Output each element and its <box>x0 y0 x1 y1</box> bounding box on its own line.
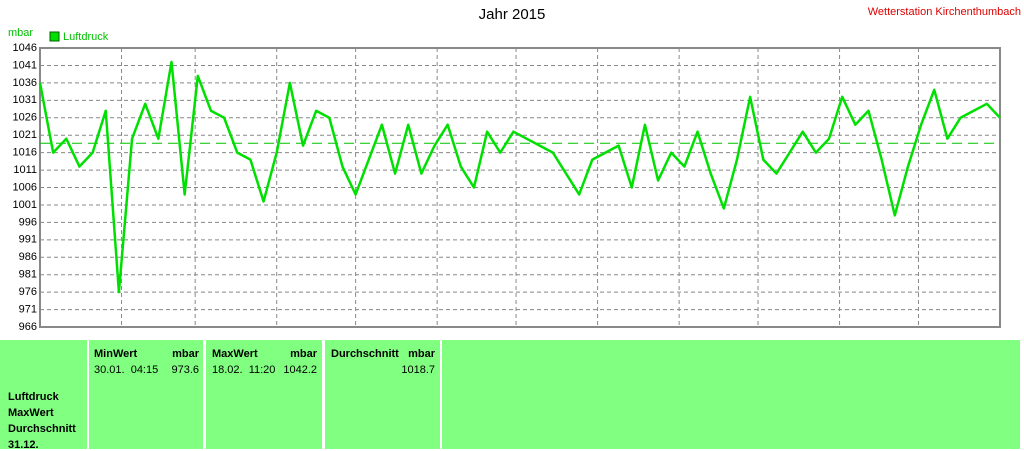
mean-column: Durchschnitt mbar 1018.7 <box>325 340 440 449</box>
y-tick-label: 1016 <box>13 147 37 159</box>
column-header: MinWert <box>94 348 138 360</box>
legend-swatch <box>49 31 60 42</box>
min-time: 30.01. 04:15 <box>94 364 159 376</box>
max-column: MaxWert mbar 18.02. 11:20 1042.2 <box>206 340 322 449</box>
column-unit: mbar <box>408 348 435 360</box>
chart: Jahr 2015 Wetterstation Kirchenthumbach … <box>8 6 1021 333</box>
column-unit: mbar <box>172 348 199 360</box>
max-time: 18.02. 11:20 <box>212 364 276 376</box>
min-column: MinWert mbar 30.01. 04:15 973.6 <box>89 340 203 449</box>
y-tick-label: 971 <box>19 303 37 315</box>
y-tick-label: 1011 <box>13 164 37 176</box>
y-tick-label: 1006 <box>13 181 37 193</box>
summary-panel: Luftdruck MaxWert Durchschnitt 31.12. Mi… <box>0 340 1020 451</box>
y-tick-label: 991 <box>19 234 37 246</box>
max-value: 1042.2 <box>283 364 317 376</box>
min-value: 973.6 <box>171 364 199 376</box>
y-axis-label: mbar <box>8 27 33 39</box>
row-label: Luftdruck <box>8 391 59 403</box>
mean-value: 1018.7 <box>401 364 435 376</box>
y-tick-label: 1031 <box>13 94 37 106</box>
y-tick-label: 966 <box>19 321 37 333</box>
y-tick-label: 1021 <box>13 129 37 141</box>
row-label-column: Luftdruck MaxWert Durchschnitt 31.12. <box>0 340 87 451</box>
y-tick-label: 996 <box>19 216 37 228</box>
column-unit: mbar <box>290 348 317 360</box>
y-tick-label: 981 <box>19 269 37 281</box>
data-line <box>38 60 1001 294</box>
y-tick-label: 1046 <box>13 42 37 54</box>
legend-label: Luftdruck <box>63 31 109 43</box>
station-name: Wetterstation Kirchenthumbach <box>868 6 1021 18</box>
y-tick-label: 1041 <box>13 59 37 71</box>
column-header: MaxWert <box>212 348 258 360</box>
row-label: MaxWert <box>8 407 54 419</box>
chart-title: Jahr 2015 <box>479 6 546 23</box>
row-label: Durchschnitt <box>8 423 76 435</box>
y-tick-label: 1026 <box>13 112 37 124</box>
empty-column <box>442 340 1020 449</box>
row-label: 31.12. <box>8 439 39 451</box>
column-header: Durchschnitt <box>331 348 399 360</box>
y-tick-label: 976 <box>19 286 37 298</box>
y-tick-label: 986 <box>19 251 37 263</box>
y-tick-label: 1036 <box>13 77 37 89</box>
y-tick-label: 1001 <box>13 199 37 211</box>
